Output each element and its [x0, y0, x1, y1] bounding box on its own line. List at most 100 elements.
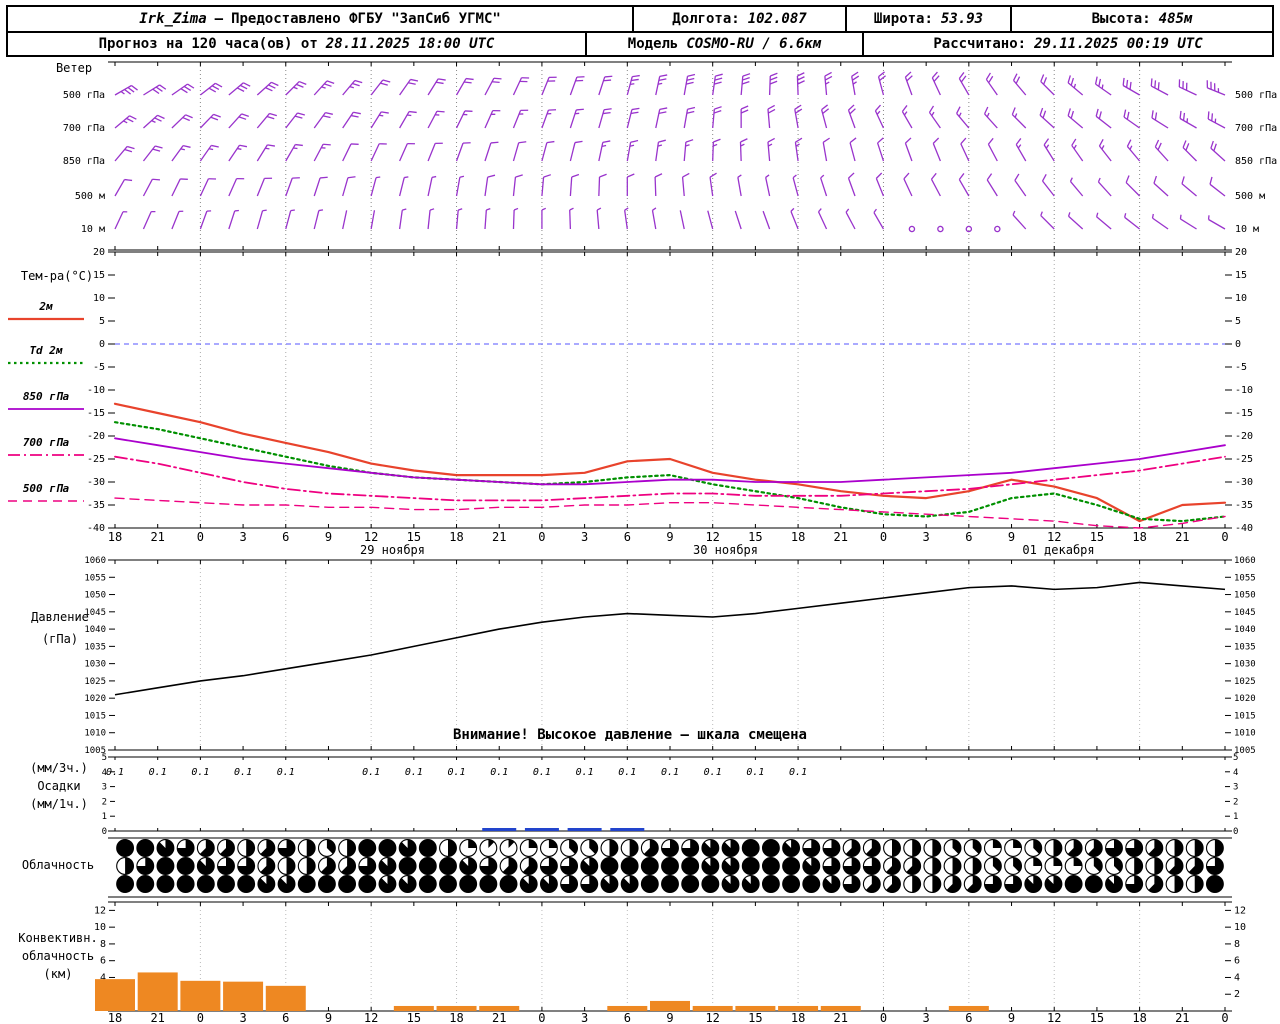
- svg-text:1025: 1025: [1234, 677, 1256, 687]
- svg-text:29 ноября: 29 ноября: [360, 543, 425, 557]
- precip-1h-label: (мм/1ч.): [30, 797, 88, 811]
- svg-text:3: 3: [1233, 783, 1238, 793]
- svg-text:1055: 1055: [84, 573, 106, 583]
- svg-text:1045: 1045: [84, 608, 106, 618]
- svg-text:15: 15: [407, 1011, 421, 1024]
- svg-text:9: 9: [666, 1011, 673, 1024]
- svg-text:0: 0: [1235, 339, 1241, 350]
- svg-text:4: 4: [102, 768, 107, 778]
- header-row-2: Прогноз на 120 часа(ов) от 28.11.2025 18…: [8, 31, 1272, 55]
- svg-text:1060: 1060: [84, 556, 106, 566]
- svg-text:10: 10: [94, 922, 106, 933]
- svg-text:8: 8: [100, 939, 106, 950]
- svg-text:0: 0: [880, 1011, 887, 1024]
- pressure-warning-text: Внимание! Высокое давление — шкала смеще…: [452, 727, 807, 743]
- header-station-cell: Irk_Zima — Предоставлено ФГБУ "ЗапСиб УГ…: [8, 7, 632, 31]
- svg-text:15: 15: [748, 1011, 762, 1024]
- svg-text:700 гПа: 700 гПа: [63, 123, 105, 134]
- svg-text:-30: -30: [1235, 477, 1253, 488]
- svg-text:0.1: 0.1: [533, 767, 551, 778]
- header-longitude-cell: Долгота: 102.087: [632, 7, 845, 31]
- convective-label-3: (км): [43, 967, 73, 981]
- svg-text:0.1: 0.1: [448, 767, 466, 778]
- svg-text:1055: 1055: [1234, 573, 1256, 583]
- svg-text:700 гПа: 700 гПа: [23, 436, 70, 449]
- svg-text:1040: 1040: [1234, 625, 1256, 635]
- svg-text:18: 18: [108, 1011, 122, 1024]
- svg-text:1035: 1035: [84, 642, 106, 652]
- svg-text:9: 9: [325, 530, 332, 544]
- station-name: Irk_Zima: [139, 11, 207, 27]
- svg-text:-25: -25: [87, 454, 105, 465]
- svg-text:0.1: 0.1: [106, 767, 124, 778]
- cloudiness-panel-label: Облачность: [21, 858, 95, 872]
- calculated-label: Рассчитано:: [933, 36, 1027, 52]
- svg-text:3: 3: [923, 1011, 930, 1024]
- svg-text:850 гПа: 850 гПа: [23, 390, 70, 403]
- svg-text:1020: 1020: [1234, 694, 1256, 704]
- header-row-1: Irk_Zima — Предоставлено ФГБУ "ЗапСиб УГ…: [8, 7, 1272, 31]
- svg-text:10: 10: [1235, 293, 1247, 304]
- svg-text:500 гПа: 500 гПа: [23, 482, 70, 495]
- svg-text:-5: -5: [1235, 362, 1247, 373]
- svg-text:5: 5: [1233, 753, 1238, 763]
- svg-text:-10: -10: [87, 385, 105, 396]
- svg-text:21: 21: [150, 530, 164, 544]
- svg-text:4: 4: [1234, 972, 1240, 983]
- svg-text:-15: -15: [1235, 408, 1253, 419]
- svg-text:12: 12: [364, 530, 378, 544]
- svg-text:500 м: 500 м: [1235, 191, 1265, 202]
- svg-text:1015: 1015: [84, 711, 106, 721]
- svg-text:Td 2м: Td 2м: [29, 344, 62, 357]
- svg-text:9: 9: [1008, 530, 1015, 544]
- svg-text:-25: -25: [1235, 454, 1253, 465]
- svg-text:21: 21: [834, 530, 848, 544]
- svg-text:700 гПа: 700 гПа: [1235, 123, 1277, 134]
- svg-text:12: 12: [364, 1011, 378, 1024]
- header-dash: —: [214, 11, 224, 27]
- header-model-cell: Модель COSMO-RU / 6.6км: [585, 33, 862, 55]
- svg-text:5: 5: [99, 316, 105, 327]
- svg-text:18: 18: [791, 530, 805, 544]
- svg-text:0.1: 0.1: [362, 767, 380, 778]
- svg-text:5: 5: [102, 753, 107, 763]
- svg-text:0: 0: [197, 530, 204, 544]
- svg-text:1010: 1010: [84, 729, 106, 739]
- svg-text:0: 0: [1221, 530, 1228, 544]
- svg-text:21: 21: [492, 530, 506, 544]
- svg-text:12: 12: [1047, 1011, 1061, 1024]
- svg-text:1010: 1010: [1234, 729, 1256, 739]
- svg-text:21: 21: [150, 1011, 164, 1024]
- svg-text:21: 21: [1175, 530, 1189, 544]
- svg-text:0.1: 0.1: [789, 767, 807, 778]
- svg-text:1030: 1030: [84, 660, 106, 670]
- forecast-label: Прогноз на 120 часа(ов) от: [98, 36, 318, 52]
- svg-text:850 гПа: 850 гПа: [1235, 156, 1277, 167]
- svg-text:01 декабря: 01 декабря: [1022, 543, 1094, 557]
- svg-text:6: 6: [1234, 956, 1240, 967]
- svg-text:12: 12: [705, 530, 719, 544]
- svg-text:-5: -5: [93, 362, 105, 373]
- svg-text:21: 21: [492, 1011, 506, 1024]
- svg-text:12: 12: [94, 905, 106, 916]
- pressure-unit-label: (гПа): [41, 632, 79, 646]
- svg-text:15: 15: [1090, 1011, 1104, 1024]
- svg-text:1035: 1035: [1234, 642, 1256, 652]
- precip-panel-label: Осадки: [37, 779, 81, 793]
- svg-text:6: 6: [282, 1011, 289, 1024]
- svg-text:30 ноября: 30 ноября: [693, 543, 758, 557]
- svg-text:1040: 1040: [84, 625, 106, 635]
- header-box: Irk_Zima — Предоставлено ФГБУ "ЗапСиб УГ…: [6, 5, 1274, 57]
- svg-text:2м: 2м: [38, 300, 53, 313]
- svg-text:18: 18: [1132, 530, 1146, 544]
- svg-text:0: 0: [102, 827, 107, 837]
- forecast-time: 28.11.2025 18:00 UTC: [325, 36, 495, 52]
- svg-text:6: 6: [624, 1011, 631, 1024]
- svg-text:6: 6: [965, 530, 972, 544]
- svg-text:-30: -30: [87, 477, 105, 488]
- svg-text:2: 2: [1233, 797, 1238, 807]
- pressure-panel-label: Давление: [31, 610, 89, 624]
- svg-text:500 гПа: 500 гПа: [63, 90, 105, 101]
- svg-text:3: 3: [923, 530, 930, 544]
- svg-text:0: 0: [538, 1011, 545, 1024]
